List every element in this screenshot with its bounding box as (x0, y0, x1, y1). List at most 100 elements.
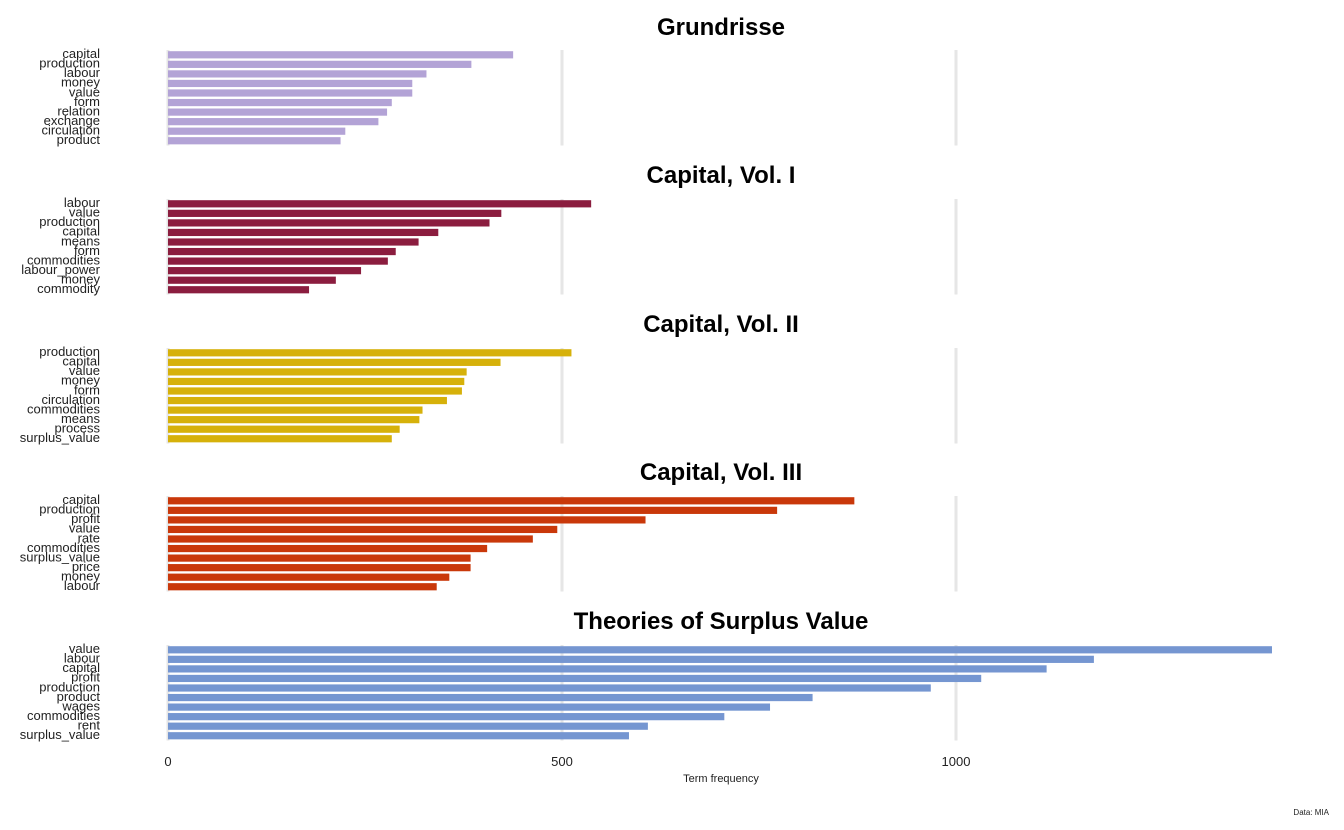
category-label: capital (62, 492, 100, 507)
chart-panels: Grundrissecapitalproductionlabourmoneyva… (20, 14, 1272, 742)
category-label: money (61, 373, 101, 388)
category-label: process (54, 420, 100, 435)
panel-title: Capital, Vol. I (647, 162, 796, 189)
category-label: value (69, 641, 100, 656)
bar (168, 358, 501, 366)
x-tick-label: 500 (551, 754, 573, 769)
category-label: labour (64, 578, 101, 593)
bar (168, 646, 1272, 654)
category-label: labour_power (21, 262, 100, 277)
bar (168, 89, 413, 97)
bar (168, 497, 855, 505)
category-label: circulation (41, 392, 100, 407)
category-label: circulation (41, 122, 100, 137)
panel-title: Grundrisse (657, 14, 785, 41)
bar (168, 219, 490, 227)
bar (168, 525, 558, 534)
category-label: labour (64, 651, 101, 666)
category-label: commodities (27, 401, 100, 416)
category-label: capital (62, 224, 100, 239)
category-label: commodities (27, 708, 100, 723)
bar (168, 137, 341, 145)
bar (168, 722, 648, 730)
category-label: price (72, 559, 100, 574)
bar (168, 368, 467, 376)
panel: Theories of Surplus Value valuelabourcapi… (20, 608, 1272, 742)
category-label: production (39, 214, 100, 229)
x-axis: 0 500 1000 (164, 754, 970, 769)
bar (168, 684, 931, 692)
category-label: surplus_value (20, 549, 100, 564)
bar (168, 377, 465, 386)
bar (168, 286, 310, 294)
bar (168, 118, 379, 126)
category-label: form (74, 243, 100, 258)
category-label: value (69, 521, 100, 536)
bar (168, 435, 392, 443)
category-label: money (61, 568, 101, 583)
category-label: form (74, 94, 100, 109)
category-label: value (69, 205, 100, 220)
gridlines (166, 50, 958, 741)
x-axis-label: Term frequency (683, 773, 759, 785)
data-source-caption: Data: MIA (1293, 808, 1329, 817)
bar (168, 416, 420, 424)
x-tick-label: 1000 (942, 754, 971, 769)
category-label: production (39, 56, 100, 71)
bar (168, 257, 388, 265)
bar (168, 573, 450, 581)
category-label: means (61, 233, 101, 248)
bar (168, 209, 502, 217)
bar (168, 108, 388, 116)
category-label: rate (78, 530, 100, 545)
bar (168, 516, 646, 524)
bar (168, 228, 439, 237)
panel: Capital, Vol. II productioncapitalvaluemo… (20, 311, 799, 445)
category-label: commodities (27, 252, 100, 267)
category-label: surplus_value (20, 727, 100, 742)
bar (168, 238, 419, 246)
bar (168, 70, 427, 78)
category-label: labour (64, 195, 101, 210)
bar (168, 425, 400, 433)
category-label: capital (62, 660, 100, 675)
category-label: profit (71, 670, 100, 685)
category-label: production (39, 502, 100, 517)
panel-title: Theories of Surplus Value (574, 608, 869, 635)
category-label: rent (78, 717, 101, 732)
category-label: product (57, 689, 101, 704)
category-label: money (61, 75, 101, 90)
x-tick-label: 0 (164, 754, 171, 769)
bar (168, 732, 629, 740)
bar (168, 506, 778, 514)
category-label: value (69, 84, 100, 99)
bar (168, 665, 1047, 673)
category-label: labour (64, 65, 101, 80)
category-label: form (74, 382, 100, 397)
bar (168, 200, 592, 208)
category-label: product (57, 132, 101, 147)
bar (168, 127, 346, 135)
bar (168, 535, 533, 543)
bar (168, 583, 437, 591)
bar (168, 387, 462, 395)
category-label: commodities (27, 540, 100, 555)
category-label: production (39, 344, 100, 359)
bar (168, 554, 471, 562)
bar (168, 406, 423, 414)
bar (168, 247, 396, 256)
bar (168, 655, 1094, 663)
bar (168, 98, 392, 107)
bar (168, 267, 362, 275)
bar (168, 564, 471, 572)
category-label: surplus_value (20, 430, 100, 445)
bar (168, 674, 982, 683)
category-label: capital (62, 354, 100, 369)
category-label: money (61, 271, 101, 286)
category-label: means (61, 411, 101, 426)
panel-title: Capital, Vol. II (643, 311, 799, 338)
category-label: value (69, 363, 100, 378)
category-label: capital (62, 46, 100, 61)
panel-title: Capital, Vol. III (640, 459, 802, 486)
